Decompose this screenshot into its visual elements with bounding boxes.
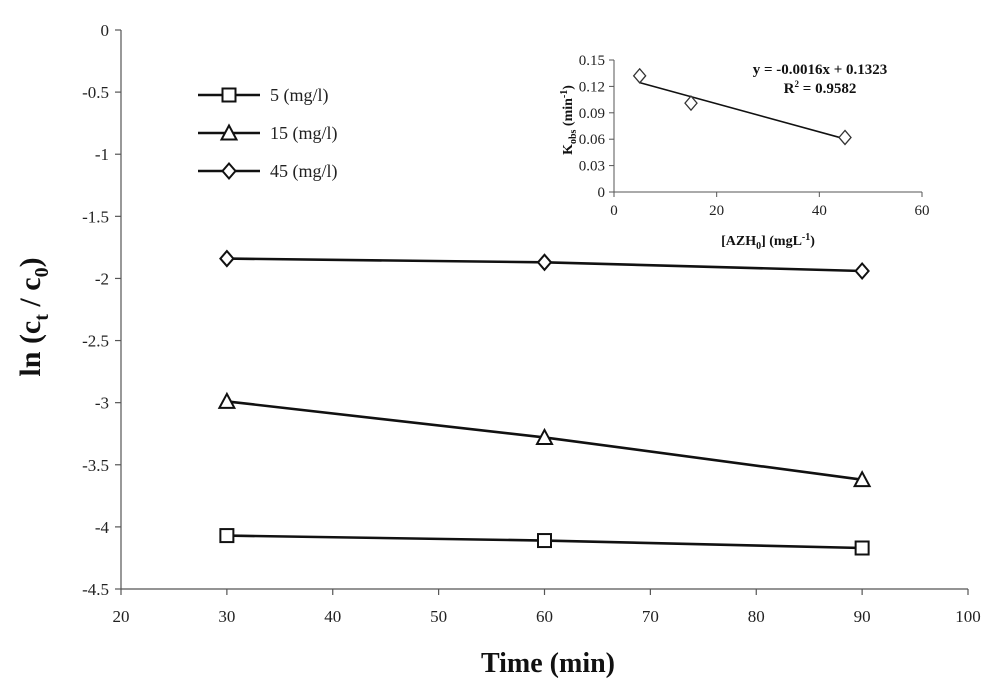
inset-data-point-diamond — [684, 95, 698, 112]
y-tick-label: -2.5 — [82, 332, 109, 351]
data-point-square — [537, 533, 552, 549]
x-tick-label: 100 — [955, 607, 981, 626]
inset-plot-area — [613, 60, 922, 193]
y-tick-label: -1.5 — [82, 207, 109, 226]
inset-trendline — [639, 81, 846, 140]
inset-x-tick-label: 40 — [812, 203, 827, 219]
inset-y-tick-label: 0 — [598, 185, 606, 201]
data-point-triangle — [535, 427, 554, 445]
x-tick-label: 60 — [536, 607, 553, 626]
data-point-square — [219, 528, 235, 544]
data-point-diamond — [536, 253, 553, 272]
data-point-triangle — [852, 470, 872, 488]
y-tick-label: -0.5 — [82, 83, 109, 102]
legend-label: 5 (mg/l) — [270, 85, 329, 106]
x-tick-label: 50 — [430, 607, 447, 626]
inset-x-tick-label: 20 — [709, 203, 724, 219]
data-point-triangle — [217, 391, 237, 409]
legend-marker-triangle — [219, 123, 239, 141]
inset-data-point-diamond — [632, 67, 647, 84]
y-tick-label: 0 — [101, 21, 110, 40]
y-tick-label: -2 — [95, 269, 109, 288]
main-series-group — [217, 249, 872, 556]
y-axis-label: ln (ct / c0) — [14, 257, 53, 376]
legend-label: 15 (mg/l) — [270, 123, 338, 144]
inset-y-tick-label: 0.09 — [579, 106, 605, 122]
legend: 5 (mg/l) 15 (mg/l) 45 (mg/l) — [198, 85, 338, 182]
inset-y-tick-label: 0.15 — [579, 53, 605, 69]
y-tick-label: -4 — [95, 518, 110, 537]
x-tick-label: 20 — [113, 607, 130, 626]
y-tick-label: -3 — [95, 394, 109, 413]
inset-data-point-diamond — [838, 129, 852, 146]
x-tick-label: 80 — [748, 607, 765, 626]
y-tick-label: -3.5 — [82, 456, 109, 475]
inset-y-tick-label: 0.06 — [579, 132, 606, 148]
data-point-square — [854, 540, 870, 556]
inset-series-group — [632, 67, 852, 146]
inset-y-tick-label: 0.03 — [579, 159, 605, 175]
inset-r-squared: R2 = 0.9582 — [784, 79, 857, 97]
x-tick-label: 70 — [642, 607, 659, 626]
x-tick-label: 90 — [854, 607, 871, 626]
inset-x-tick-label: 60 — [915, 203, 930, 219]
x-axis-label: Time (min) — [481, 648, 615, 679]
legend-label: 45 (mg/l) — [270, 161, 338, 182]
inset-y-axis-label: Kobs (min-1) — [559, 85, 579, 155]
data-point-diamond — [219, 249, 235, 268]
x-tick-label: 30 — [218, 607, 235, 626]
inset-equation: y = -0.0016x + 0.1323 — [753, 62, 888, 78]
inset-background — [614, 60, 922, 192]
legend-marker-diamond — [221, 161, 237, 181]
inset-y-tick-label: 0.12 — [579, 79, 605, 95]
data-point-diamond — [854, 261, 870, 281]
inset-x-tick-label: 0 — [610, 203, 618, 219]
x-tick-label: 40 — [324, 607, 341, 626]
inset-axis-ticks: 0 20 40 60 0 0.03 0.06 0.09 0.12 0.15 — [579, 53, 930, 219]
y-tick-label: -4.5 — [82, 580, 109, 599]
legend-marker-square — [221, 87, 237, 103]
y-tick-label: -1 — [95, 145, 109, 164]
main-axis-ticks: 20 30 40 50 60 70 80 90 100 0 -0.5 -1 -1.5 -2 -2.5 -3 -3… — [82, 21, 981, 626]
inset-x-axis-label: [AZH0] (mgL-1) — [721, 232, 815, 252]
